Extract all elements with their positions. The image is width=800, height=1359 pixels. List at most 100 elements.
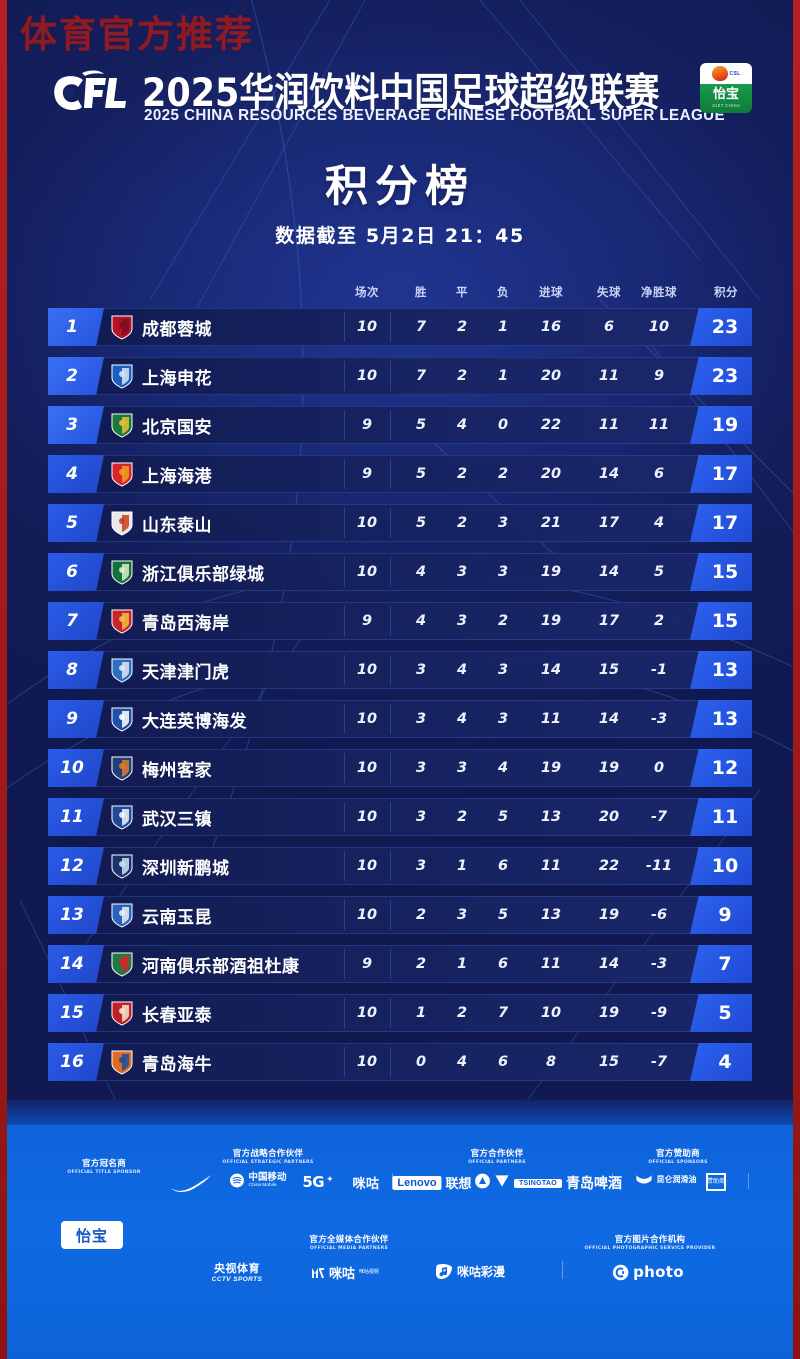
stat-gf: 19 (540, 613, 562, 629)
stat-gd: 6 (653, 466, 665, 482)
stat-win: 3 (415, 858, 427, 874)
column-divider (344, 704, 345, 734)
footer-logo-yibao: 怡宝 (61, 1221, 123, 1249)
stat-gd: -3 (650, 711, 668, 727)
column-header: 积分 (714, 285, 738, 299)
stat-played: 10 (356, 662, 378, 678)
stat-gf: 11 (540, 956, 562, 972)
table-row[interactable]: 15 长春亚泰 10 1 2 7 10 19 -9 5 (0, 994, 800, 1032)
stat-loss: 6 (497, 858, 509, 874)
rank-badge: 2 (48, 357, 104, 395)
table-row[interactable]: 13 云南玉昆 10 2 3 5 13 19 -6 9 (0, 896, 800, 934)
stat-ga: 14 (598, 711, 620, 727)
standings-table: 1 成都蓉城 10 7 2 1 16 6 10 23 2 上海申花 10 7 2 1 20 11 9 23 3 北京国安 9… (0, 308, 800, 1092)
stat-gd: 4 (653, 515, 665, 531)
rank-badge: 8 (48, 651, 104, 689)
footer-label-cn: 官方战略合作伙伴 (232, 1149, 304, 1159)
stat-win: 4 (415, 613, 427, 629)
yibao-badge-top: CSL (700, 63, 752, 84)
row-background (48, 847, 752, 885)
table-row[interactable]: 9 大连英博海发 10 3 4 3 11 14 -3 13 (0, 700, 800, 738)
table-row[interactable]: 1 成都蓉城 10 7 2 1 16 6 10 23 (0, 308, 800, 346)
table-row[interactable]: 12 深圳新鹏城 10 3 1 6 11 22 -11 10 (0, 847, 800, 885)
table-row[interactable]: 16 青岛海牛 10 0 4 6 8 15 -7 4 (0, 1043, 800, 1081)
stat-played: 10 (356, 564, 378, 580)
shanghai-port-crest (111, 462, 133, 487)
stat-loss: 6 (497, 956, 509, 972)
migu-m-icon (311, 1267, 324, 1278)
changchun-yatai-crest (111, 1001, 133, 1026)
china-mobile-cn: 中国移动 (248, 1172, 287, 1183)
china-mobile-en: China Mobile (248, 1182, 277, 1188)
column-divider (390, 1047, 391, 1077)
stat-played: 9 (361, 613, 373, 629)
team-name: 武汉三镇 (142, 809, 212, 830)
table-row[interactable]: 7 青岛西海岸 9 4 3 2 19 17 2 15 (0, 602, 800, 640)
team-name: 河南俱乐部酒祖杜康 (142, 956, 300, 977)
tianjin-jinmen-tiger-crest (111, 658, 133, 683)
rank-badge: 13 (48, 896, 104, 934)
stat-win: 3 (415, 662, 427, 678)
column-divider (344, 312, 345, 342)
footer-logo-kunlun: 昆仑润滑油 (636, 1173, 697, 1187)
footer-label-cn: 官方图片合作机构 (614, 1235, 686, 1245)
table-row[interactable]: 14 河南俱乐部酒祖杜康 9 2 1 6 11 14 -3 7 (0, 945, 800, 983)
table-row[interactable]: 11 武汉三镇 10 3 2 5 13 20 -7 11 (0, 798, 800, 836)
table-row[interactable]: 5 山东泰山 10 5 2 3 21 17 4 17 (0, 504, 800, 542)
column-header: 进球 (539, 285, 563, 299)
stat-gd: -1 (650, 662, 668, 678)
stat-loss: 6 (497, 1054, 509, 1070)
footer-logo-partner-mark (475, 1173, 510, 1189)
table-row[interactable]: 6 浙江俱乐部绿城 10 4 3 3 19 14 5 15 (0, 553, 800, 591)
row-background (48, 749, 752, 787)
column-divider (390, 508, 391, 538)
column-divider (390, 753, 391, 783)
stat-played: 10 (356, 1054, 378, 1070)
column-divider (390, 900, 391, 930)
table-row[interactable]: 4 上海海港 9 5 2 2 20 14 6 17 (0, 455, 800, 493)
team-name: 北京国安 (142, 417, 212, 438)
qingdao-hainiu-crest (111, 1050, 133, 1075)
watermark-text: 体育官方推荐 (20, 13, 254, 56)
team-name: 浙江俱乐部绿城 (142, 564, 265, 585)
column-header: 平 (456, 285, 468, 299)
row-background (48, 504, 752, 542)
stat-played: 10 (356, 515, 378, 531)
row-background (48, 357, 752, 395)
stat-gd: 2 (653, 613, 665, 629)
stat-gd: -9 (650, 1005, 668, 1021)
table-row[interactable]: 8 天津津门虎 10 3 4 3 14 15 -1 13 (0, 651, 800, 689)
stat-ga: 22 (598, 858, 620, 874)
tsingtao-en-label: TSINGTAO (513, 1178, 563, 1188)
points-badge: 17 (690, 455, 752, 493)
footer-label-en: OFFICIAL STRATEGIC PARTNERS (222, 1160, 314, 1165)
footer-label-photo-provider: 官方图片合作机构 OFFICIAL PHOTOGRAPHIC SERVICE P… (584, 1233, 715, 1251)
column-divider (344, 753, 345, 783)
stat-win: 1 (415, 1005, 427, 1021)
shandong-taishan-crest (111, 511, 133, 536)
footer-label-cn: 官方赞助商 (655, 1149, 700, 1159)
cctv-cn-label: 央视体育 (213, 1262, 260, 1275)
stat-gf: 13 (540, 907, 562, 923)
stat-ga: 11 (598, 368, 620, 384)
points-badge: 9 (690, 896, 752, 934)
stat-ga: 20 (598, 809, 620, 825)
column-divider (344, 508, 345, 538)
table-row[interactable]: 2 上海申花 10 7 2 1 20 11 9 23 (0, 357, 800, 395)
table-row[interactable]: 10 梅州客家 10 3 3 4 19 19 0 12 (0, 749, 800, 787)
column-divider (390, 557, 391, 587)
points-badge: 5 (690, 994, 752, 1032)
column-divider (390, 655, 391, 685)
team-name: 深圳新鹏城 (142, 858, 230, 879)
music-note-icon (435, 1263, 452, 1279)
stat-gf: 11 (540, 711, 562, 727)
stat-draw: 4 (456, 711, 468, 727)
footer-label-en: OFFICIAL MEDIA PARTNERS (309, 1246, 389, 1251)
row-background (48, 651, 752, 689)
footer-logo-cctv-sports: 央视体育 CCTV SPORTS (212, 1262, 263, 1283)
footer-logo-migu-caimeng: 咪咕彩漫 (435, 1263, 505, 1280)
table-row[interactable]: 3 北京国安 9 5 4 0 22 11 11 19 (0, 406, 800, 444)
stat-played: 10 (356, 368, 378, 384)
stat-win: 0 (415, 1054, 427, 1070)
footer-label-en: OFFICIAL SPONSORS (648, 1160, 708, 1165)
